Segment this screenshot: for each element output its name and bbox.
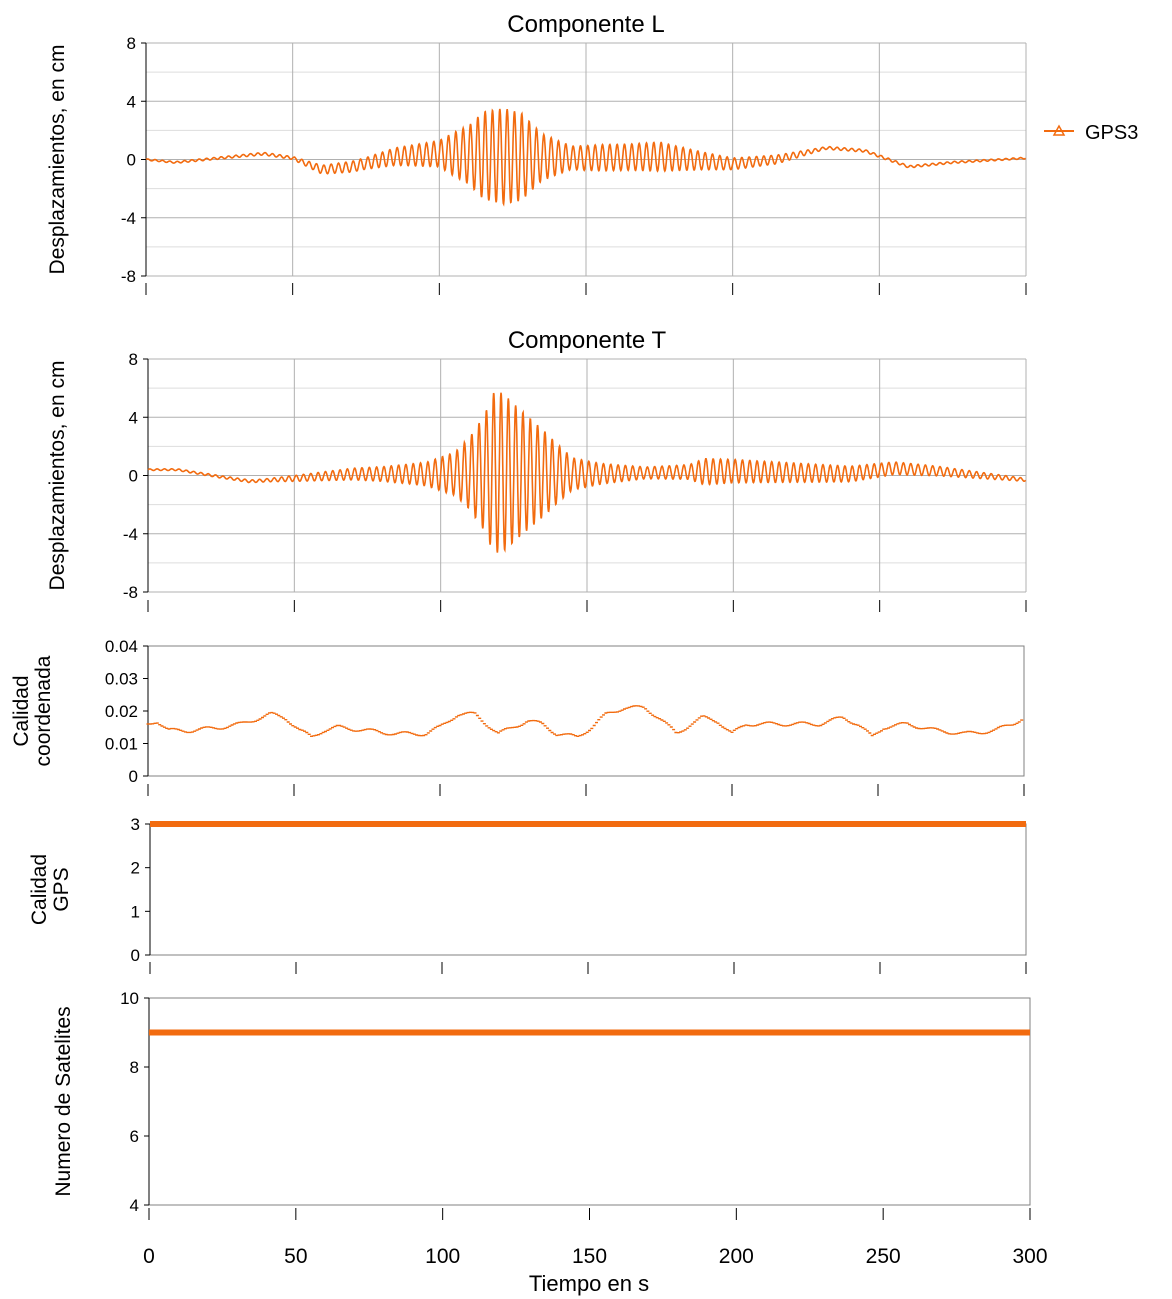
x-tick-label: 300 — [1012, 1245, 1047, 1268]
y-axis-label: Desplazamientos, en cm — [46, 45, 69, 275]
y-tick-label: -4 — [123, 525, 138, 544]
y-axis-label: Calidadcoordenada — [10, 655, 55, 766]
y-tick-label: 8 — [127, 34, 136, 53]
panel-title: Componente T — [508, 327, 667, 354]
x-tick-label: 100 — [425, 1245, 460, 1268]
chart-panel-2: 8 4 0 -4 -8 Componente T Desplazamientos, en c… — [46, 327, 1027, 612]
y-tick-label: -8 — [121, 267, 136, 286]
y-tick-label: 4 — [130, 1196, 139, 1215]
y-tick-label: 4 — [129, 408, 138, 427]
x-tick-label: 150 — [572, 1245, 607, 1268]
plot-frame — [148, 997, 1031, 1206]
y-tick-label: 4 — [127, 92, 136, 111]
y-tick-label: 8 — [130, 1058, 139, 1077]
series-markers-gps3 — [146, 705, 1024, 737]
plot-frame — [149, 823, 1027, 956]
chart-panel-3: 0.04 0.03 0.02 0.01 0 Calidadcoordenada — [10, 637, 1025, 796]
chart-panel-1: 8 4 0 -4 -8 Componente L Desplazamientos, en c… — [46, 11, 1027, 295]
legend-label: GPS3 — [1085, 122, 1138, 144]
y-tick-label: 0.02 — [105, 702, 138, 721]
y-tick-label: 0 — [129, 467, 138, 486]
x-tick-label: 250 — [866, 1245, 901, 1268]
y-tick-label: 10 — [120, 989, 139, 1008]
chart-panel-5: 10 8 6 4 Numero de Satelites — [52, 989, 1031, 1220]
x-tick-label: 0 — [143, 1245, 155, 1268]
x-axis: Tiempo en s 0 50 100 150 200 250 300 — [143, 1245, 1047, 1296]
y-tick-label: 1 — [131, 902, 140, 921]
x-tick-label: 50 — [284, 1245, 307, 1268]
x-tick-label: 200 — [719, 1245, 754, 1268]
y-tick-label: 0.01 — [105, 735, 138, 754]
y-tick-label: 0 — [127, 151, 136, 170]
y-axis-label: CalidadGPS — [28, 854, 73, 925]
chart-panels: 8 4 0 -4 -8 Componente L Desplazamientos, en c… — [10, 11, 1031, 1220]
y-tick-label: 6 — [130, 1127, 139, 1146]
panel-title: Componente L — [507, 11, 664, 38]
y-tick-label: 0 — [129, 767, 138, 786]
y-tick-label: -4 — [121, 209, 136, 228]
y-tick-label: 0.03 — [105, 670, 138, 689]
y-axis-label: Desplazamientos, en cm — [46, 361, 69, 591]
chart-panel-4: 3 2 1 0 CalidadGPS — [28, 815, 1027, 974]
y-tick-label: -8 — [123, 583, 138, 602]
y-tick-label: 0 — [131, 946, 140, 965]
y-tick-label: 2 — [131, 859, 140, 878]
y-tick-label: 8 — [129, 350, 138, 369]
y-tick-label: 3 — [131, 815, 140, 834]
y-tick-label: 0.04 — [105, 637, 138, 656]
legend-triangle-marker — [1052, 124, 1066, 136]
series-line-gps3 — [147, 392, 1027, 553]
x-axis-label: Tiempo en s — [529, 1271, 649, 1296]
legend: GPS3 — [1044, 122, 1138, 144]
plot-frame — [147, 645, 1025, 777]
y-axis-label: Numero de Satelites — [52, 1006, 75, 1196]
series-line-gps3 — [145, 108, 1027, 207]
